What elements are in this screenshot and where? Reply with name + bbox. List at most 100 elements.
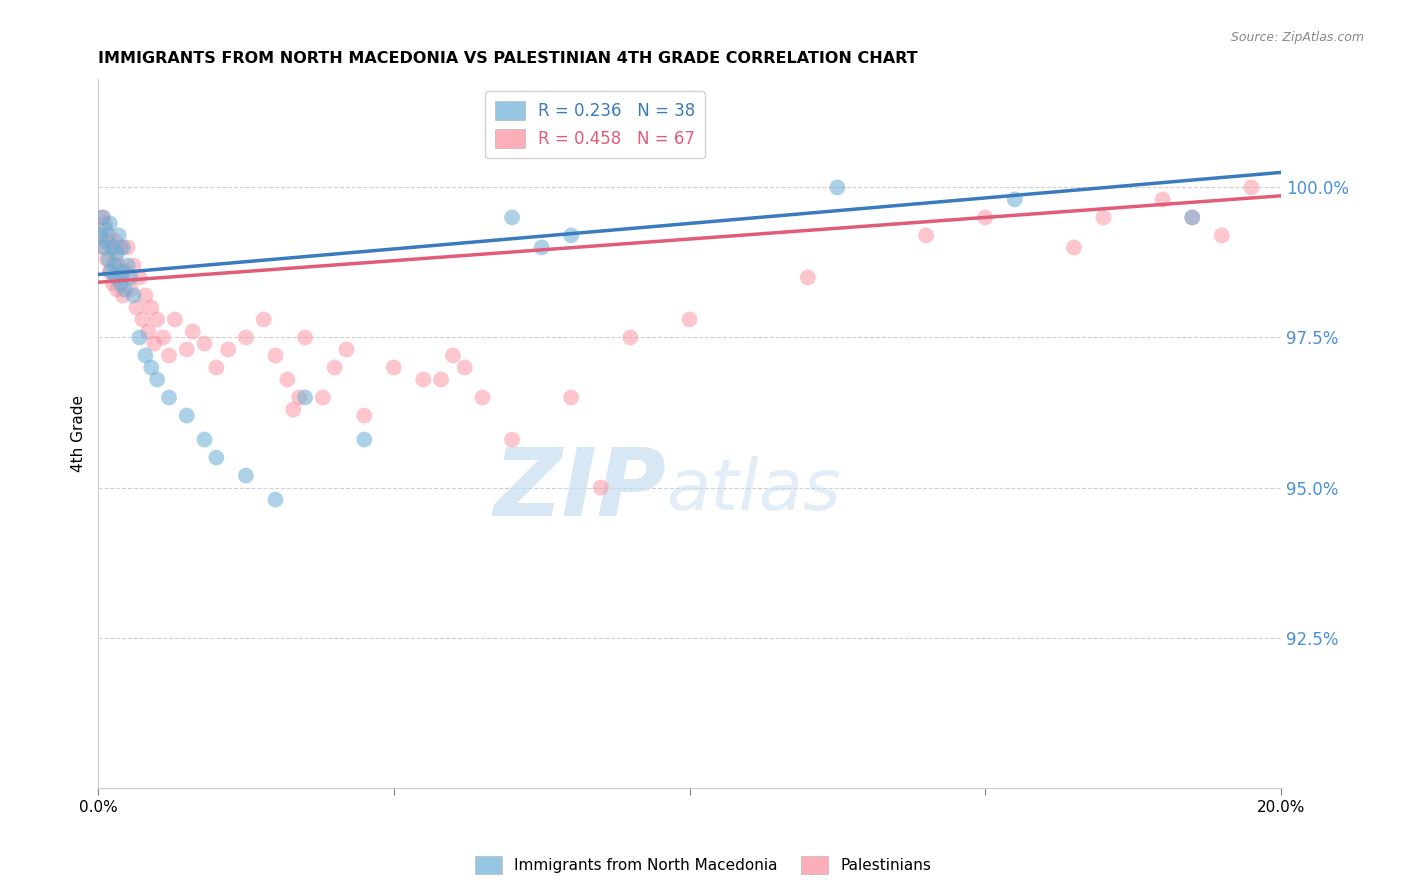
Point (157, 349, 180, 363)
Point (104, 235, 127, 249)
Point (98, 264, 121, 278)
Text: atlas: atlas (666, 456, 841, 524)
Point (335, 343, 357, 357)
Point (1004, 193, 1026, 207)
Point (128, 270, 150, 285)
Point (235, 468, 257, 483)
Point (91, 211, 114, 225)
Point (181, 325, 204, 339)
Point (441, 349, 464, 363)
Point (110, 240, 132, 254)
Point (96, 252, 118, 267)
Point (134, 349, 156, 363)
Point (176, 343, 198, 357)
Text: Source: ZipAtlas.com: Source: ZipAtlas.com (1230, 31, 1364, 45)
Point (122, 259, 145, 273)
Point (141, 360, 163, 375)
Text: ZIP: ZIP (494, 444, 666, 536)
Point (90, 228, 112, 243)
Point (619, 330, 641, 344)
Point (471, 391, 494, 405)
Point (353, 409, 375, 423)
Point (122, 288, 145, 302)
Point (1181, 211, 1204, 225)
Point (146, 312, 169, 326)
Point (101, 277, 124, 291)
Point (143, 336, 166, 351)
Point (323, 360, 346, 375)
Point (560, 391, 582, 405)
Point (294, 391, 316, 405)
Point (134, 288, 156, 302)
Point (678, 312, 700, 326)
Point (91, 211, 114, 225)
Point (974, 211, 997, 225)
Point (1240, 180, 1263, 194)
Point (276, 372, 298, 386)
Point (915, 228, 938, 243)
Point (1181, 211, 1204, 225)
Point (560, 228, 582, 243)
Legend: Immigrants from North Macedonia, Palestinians: Immigrants from North Macedonia, Palesti… (468, 850, 938, 880)
Point (382, 360, 405, 375)
Point (152, 330, 174, 344)
Point (107, 228, 129, 243)
Point (283, 402, 305, 417)
Point (193, 433, 215, 447)
Point (294, 330, 316, 344)
Point (111, 264, 134, 278)
Point (264, 492, 287, 507)
Point (454, 360, 477, 375)
Point (176, 409, 198, 423)
Point (235, 330, 257, 344)
Point (501, 433, 523, 447)
Point (827, 180, 849, 194)
Point (114, 283, 136, 297)
Point (264, 349, 287, 363)
Point (430, 372, 453, 386)
Point (131, 312, 153, 326)
Point (117, 240, 139, 254)
Point (96, 235, 118, 249)
Point (98, 216, 121, 230)
Point (1063, 240, 1085, 254)
Point (1152, 193, 1174, 207)
Y-axis label: 4th Grade: 4th Grade (72, 395, 86, 472)
Point (412, 372, 434, 386)
Point (117, 259, 139, 273)
Point (94, 222, 117, 236)
Point (217, 343, 239, 357)
Point (288, 391, 311, 405)
Point (105, 246, 128, 260)
Point (253, 312, 276, 326)
Legend: R = 0.236   N = 38, R = 0.458   N = 67: R = 0.236 N = 38, R = 0.458 N = 67 (485, 91, 706, 158)
Point (104, 259, 127, 273)
Point (141, 301, 163, 315)
Point (163, 312, 186, 326)
Point (93, 240, 115, 254)
Point (120, 270, 142, 285)
Point (157, 391, 180, 405)
Point (312, 391, 335, 405)
Point (107, 259, 129, 273)
Point (111, 270, 134, 285)
Point (136, 325, 159, 339)
Point (104, 252, 127, 267)
Point (1211, 228, 1233, 243)
Point (97, 252, 120, 267)
Point (120, 283, 142, 297)
Point (205, 360, 228, 375)
Point (530, 240, 553, 254)
Point (205, 450, 228, 465)
Point (1092, 211, 1115, 225)
Point (146, 372, 169, 386)
Point (110, 277, 132, 291)
Text: IMMIGRANTS FROM NORTH MACEDONIA VS PALESTINIAN 4TH GRADE CORRELATION CHART: IMMIGRANTS FROM NORTH MACEDONIA VS PALES… (98, 51, 918, 66)
Point (93, 240, 115, 254)
Point (104, 270, 127, 285)
Point (114, 264, 136, 278)
Point (100, 240, 122, 254)
Point (125, 301, 148, 315)
Point (111, 240, 134, 254)
Point (193, 336, 215, 351)
